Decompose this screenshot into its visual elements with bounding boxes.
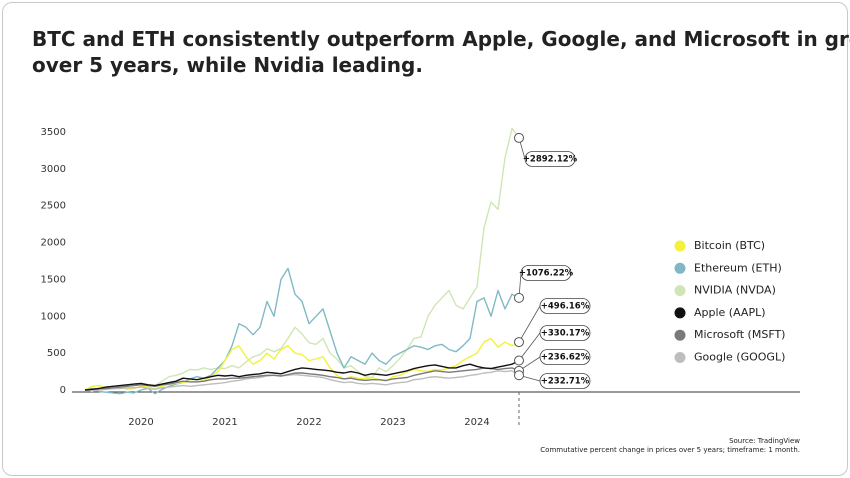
legend-label: Microsoft (MSFT) — [694, 328, 785, 341]
series-line — [84, 367, 520, 391]
y-tick-label: 3000 — [41, 164, 66, 175]
series-line — [84, 267, 520, 395]
legend-swatch — [674, 307, 686, 319]
legend-swatch — [674, 329, 686, 341]
y-tick-label: 2000 — [41, 238, 66, 249]
callout-pill — [539, 298, 591, 314]
y-tick-label: 2500 — [41, 201, 66, 212]
legend-swatch — [674, 240, 686, 252]
series-line — [84, 370, 520, 392]
callout-label: +2892.12% — [523, 155, 578, 165]
callout-line — [518, 305, 541, 343]
y-tick-label: 500 — [47, 348, 66, 359]
callout-pill — [520, 265, 572, 281]
callout-pill — [539, 349, 591, 365]
x-tick-label: 2022 — [296, 417, 321, 428]
legend-swatch — [674, 352, 686, 363]
end-point — [514, 337, 524, 348]
end-point — [514, 370, 524, 381]
end-point — [514, 355, 524, 366]
y-tick-label: 0 — [60, 385, 66, 396]
source: Source: TradingView — [729, 437, 800, 445]
legend-label: NVIDIA (NVDA) — [694, 284, 776, 297]
series-line — [84, 337, 520, 391]
series-line — [84, 127, 520, 393]
callout-label: +330.17% — [541, 329, 590, 339]
legend-label: Google (GOOGL) — [694, 351, 785, 364]
x-tick-label: 2024 — [464, 417, 489, 428]
legend-swatch — [674, 285, 686, 297]
note: Commutative percent change in prices ove… — [540, 446, 800, 454]
callout-label: +496.16% — [541, 302, 590, 312]
y-tick-label: 3500 — [41, 127, 66, 138]
callout-pill — [539, 373, 591, 389]
x-tick-label: 2023 — [380, 417, 405, 428]
end-point — [514, 132, 524, 143]
legend-label: Bitcoin (BTC) — [694, 239, 765, 252]
callout-pill — [539, 325, 591, 341]
x-tick-label: 2020 — [128, 417, 153, 428]
callout-label: +1076.22% — [519, 269, 574, 279]
callout-label: +236.62% — [541, 353, 590, 363]
callout-pill — [524, 151, 576, 167]
chart-title: BTC and ETH consistently outperform Appl… — [32, 27, 850, 77]
callout-label: +232.71% — [541, 377, 590, 387]
y-tick-label: 1500 — [41, 274, 66, 285]
y-tick-label: 1000 — [41, 311, 66, 322]
legend-label: Ethereum (ETH) — [694, 261, 782, 274]
legend-swatch — [674, 262, 686, 274]
end-point — [514, 292, 524, 303]
callout-line — [518, 332, 541, 361]
x-tick-label: 2021 — [212, 417, 237, 428]
legend-label: Apple (AAPL) — [694, 306, 766, 319]
series-line — [84, 359, 520, 391]
